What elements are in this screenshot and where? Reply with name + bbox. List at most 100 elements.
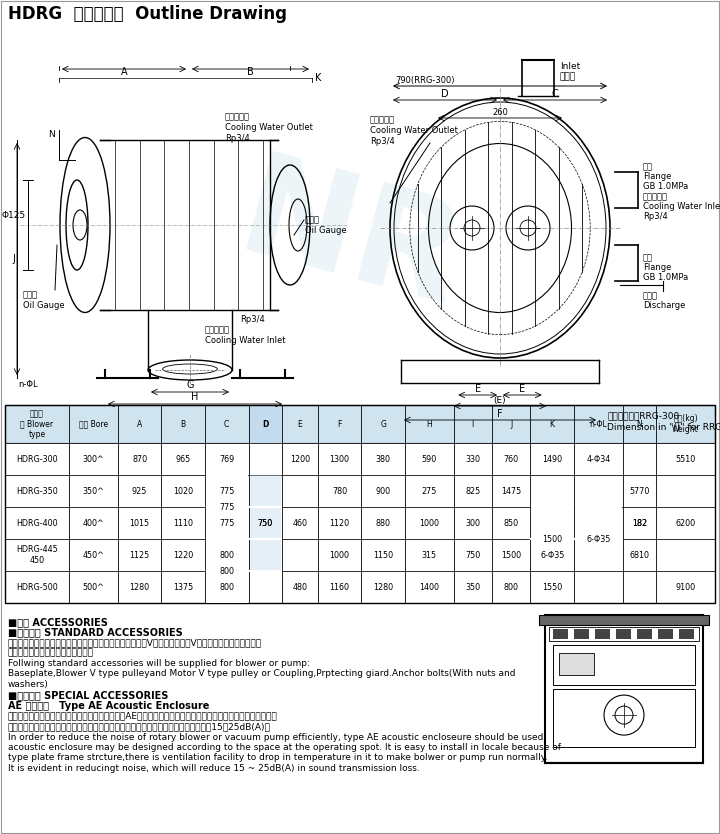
Text: 法兰: 法兰	[643, 253, 653, 262]
Bar	[679, 629, 694, 639]
Text: 1000: 1000	[330, 550, 349, 560]
Bar	[5, 405, 715, 603]
Bar	[5, 539, 715, 571]
Text: 900: 900	[376, 486, 391, 495]
Text: GB 1.0MPa: GB 1.0MPa	[643, 273, 688, 282]
Text: 790(RRG-300): 790(RRG-300)	[395, 76, 454, 85]
Text: ■标准附件 STANDARD ACCESSORIES: ■标准附件 STANDARD ACCESSORIES	[8, 627, 183, 637]
Text: 330: 330	[465, 455, 480, 464]
Text: 便于现场组装。内设通风降温装置，确保设备正常运行，降噪效果明显。隔声量一般为15～25dB(A)。: 便于现场组装。内设通风降温装置，确保设备正常运行，降噪效果明显。隔声量一般为15…	[8, 722, 271, 731]
Text: 冷却水进口: 冷却水进口	[643, 192, 668, 201]
Text: 冷却水进口: 冷却水进口	[205, 325, 230, 334]
Text: 1200: 1200	[289, 455, 310, 464]
Text: 1150: 1150	[373, 550, 393, 560]
Text: 5510: 5510	[675, 455, 696, 464]
Text: 6-Φ35: 6-Φ35	[540, 550, 564, 560]
Text: G: G	[380, 420, 386, 429]
Text: C: C	[552, 89, 559, 99]
Text: 1475: 1475	[501, 486, 521, 495]
Text: 1220: 1220	[173, 550, 193, 560]
Text: 1015: 1015	[130, 519, 150, 527]
Text: 800: 800	[504, 582, 518, 591]
Bar	[248, 539, 282, 571]
Bar	[545, 615, 703, 763]
Text: 775: 775	[219, 519, 235, 527]
Text: E: E	[519, 384, 526, 394]
Text: 825: 825	[465, 486, 480, 495]
Text: Flange: Flange	[643, 172, 671, 181]
Text: 1110: 1110	[173, 519, 193, 527]
Text: 冷却水出口: 冷却水出口	[225, 112, 250, 121]
Text: Oil Gauge: Oil Gauge	[305, 226, 346, 235]
Text: 380: 380	[376, 455, 390, 464]
Text: 800: 800	[219, 566, 234, 575]
Text: G: G	[186, 380, 194, 390]
Text: 460: 460	[292, 519, 307, 527]
Text: J: J	[12, 254, 15, 264]
Text: 870: 870	[132, 455, 147, 464]
Text: F: F	[337, 420, 342, 429]
Text: 925: 925	[132, 486, 148, 495]
Text: (E): (E)	[494, 396, 506, 405]
Bar	[248, 507, 282, 539]
Text: Rp3/4: Rp3/4	[370, 137, 395, 146]
Text: AE 型隔声罩   Type AE Acoustic Enclosure: AE 型隔声罩 Type AE Acoustic Enclosure	[8, 701, 210, 711]
Text: 1120: 1120	[330, 519, 349, 527]
Text: I: I	[472, 420, 474, 429]
Bar	[539, 615, 709, 625]
Text: Φ125: Φ125	[2, 210, 26, 219]
Text: A: A	[121, 67, 127, 77]
Text: HDRG-300: HDRG-300	[17, 455, 58, 464]
Text: 350^: 350^	[83, 486, 104, 495]
Text: 965: 965	[176, 455, 191, 464]
Text: 750: 750	[258, 519, 273, 527]
Text: 重量(kg)
Weight: 重量(kg) Weight	[672, 414, 699, 434]
Bar	[5, 475, 715, 507]
Text: washers): washers)	[8, 680, 49, 689]
Text: 6810: 6810	[629, 550, 649, 560]
Text: 5770: 5770	[629, 486, 649, 495]
Text: In order to reduce the noise of rotary blower or vacuum pump efficiently, type A: In order to reduce the noise of rotary b…	[8, 732, 546, 741]
Text: 护罩、地脚螺栓（带螺母和垫圈）。: 护罩、地脚螺栓（带螺母和垫圈）。	[8, 649, 94, 657]
Text: 1160: 1160	[330, 582, 349, 591]
Text: acoustic enclosure may be designed according to the space at the operating spot.: acoustic enclosure may be designed accor…	[8, 743, 561, 752]
Text: 750: 750	[258, 519, 273, 527]
Bar	[5, 405, 715, 443]
Text: Flange: Flange	[643, 263, 671, 272]
Text: Cooling Water Inlet: Cooling Water Inlet	[205, 336, 286, 345]
Text: N: N	[636, 420, 642, 429]
Text: 315: 315	[422, 550, 437, 560]
Bar	[553, 629, 568, 639]
Text: HDRG-350: HDRG-350	[16, 486, 58, 495]
Text: 590: 590	[422, 455, 437, 464]
Text: 182: 182	[632, 519, 647, 527]
Text: 1300: 1300	[330, 455, 349, 464]
Text: C: C	[224, 420, 230, 429]
Text: Discharge: Discharge	[643, 301, 685, 310]
Text: 1125: 1125	[130, 550, 150, 560]
Text: E: E	[297, 420, 302, 429]
Text: K: K	[315, 73, 321, 83]
Text: HDRG-445
450: HDRG-445 450	[16, 545, 58, 565]
Text: 775: 775	[219, 503, 235, 511]
Text: 法兰: 法兰	[643, 162, 653, 171]
Text: 9100: 9100	[675, 582, 696, 591]
Text: 1020: 1020	[173, 486, 193, 495]
Text: 1500: 1500	[501, 550, 521, 560]
Text: 350: 350	[465, 582, 480, 591]
Text: J: J	[510, 420, 513, 429]
Bar	[5, 571, 715, 603]
Text: 吸入口: 吸入口	[560, 72, 576, 81]
Text: Cooling Water Outlet: Cooling Water Outlet	[370, 126, 458, 135]
Bar	[553, 689, 695, 747]
Bar	[595, 629, 610, 639]
Bar	[248, 443, 282, 475]
Text: 800: 800	[219, 582, 234, 591]
Text: D: D	[441, 89, 449, 99]
Text: 为有效降低罗茨鼓风机、罗茨真空泵噪声，可适用AE型隔声罩。隔声罩可根据使用空间设计，为板式框架结构，: 为有效降低罗茨鼓风机、罗茨真空泵噪声，可适用AE型隔声罩。隔声罩可根据使用空间设…	[8, 711, 278, 721]
Text: 1550: 1550	[542, 582, 562, 591]
Text: B: B	[247, 67, 254, 77]
Text: 850: 850	[504, 519, 519, 527]
Text: D: D	[262, 420, 269, 429]
Text: 880: 880	[376, 519, 390, 527]
